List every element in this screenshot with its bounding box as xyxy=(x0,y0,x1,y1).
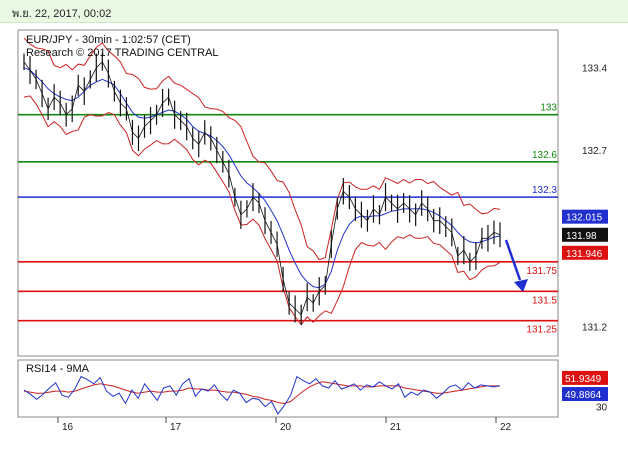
date-label: พ.ย. 22, 2017, 00:02 xyxy=(12,8,112,20)
rsi-panel-frame xyxy=(17,359,559,418)
y-tick-label: 132.7 xyxy=(582,146,607,157)
rsi-title: RSI14 - 9MA xyxy=(26,363,90,375)
lower-band xyxy=(23,95,501,326)
x-tick-label: 16 xyxy=(62,422,74,433)
rsi-tag xyxy=(562,387,608,402)
price-bars xyxy=(23,52,501,326)
level-label: 132.6 xyxy=(532,150,557,161)
price-tag xyxy=(562,209,608,224)
chart-title: EUR/JPY - 30min - 1:02:57 (CET) xyxy=(26,34,191,46)
rsi-line xyxy=(23,375,501,415)
price-tag-label: 132.015 xyxy=(566,213,603,224)
upper-band xyxy=(23,37,501,261)
x-tick-label: 17 xyxy=(170,422,182,433)
rsi-tag-label: 49.8864 xyxy=(565,390,602,401)
rsi-lines xyxy=(23,375,501,415)
price-tag xyxy=(562,245,608,260)
price-tag-label: 131.946 xyxy=(566,249,603,260)
x-tick-label: 20 xyxy=(280,422,292,433)
axis-and-level-labels: 133 132.6 132.3 131.75 131.5 131.25 133.4 132.7… xyxy=(57,64,608,433)
price-panel-frame xyxy=(17,29,559,357)
moving-average xyxy=(23,67,501,289)
level-label: 132.3 xyxy=(532,185,557,196)
y-tick-label: 133.4 xyxy=(582,64,607,75)
price-tag-label: 131.98 xyxy=(566,231,597,242)
level-label: 131.75 xyxy=(526,266,557,277)
rsi-tag xyxy=(562,370,608,385)
rsi-tag-label: 51.9349 xyxy=(565,374,602,385)
date-header-bar: พ.ย. 22, 2017, 00:02 xyxy=(0,0,628,23)
ma-line xyxy=(23,67,501,289)
x-tick-label: 21 xyxy=(390,422,402,433)
price-tag xyxy=(562,227,608,242)
price-line xyxy=(23,61,501,316)
support-resistance-levels xyxy=(18,113,558,322)
rsi-tick-label: 30 xyxy=(596,403,608,414)
forecast-arrow-line xyxy=(504,239,522,281)
x-tick-label: 22 xyxy=(500,422,512,433)
y-tick-label: 131.2 xyxy=(582,323,607,334)
bollinger-bands xyxy=(23,37,501,326)
level-label: 131.25 xyxy=(526,325,557,336)
forecast-arrow-head xyxy=(514,279,528,292)
level-label: 133 xyxy=(540,103,557,114)
level-label: 131.5 xyxy=(532,295,557,306)
chart-subtitle: Research © 2017 TRADING CENTRAL xyxy=(26,47,219,59)
